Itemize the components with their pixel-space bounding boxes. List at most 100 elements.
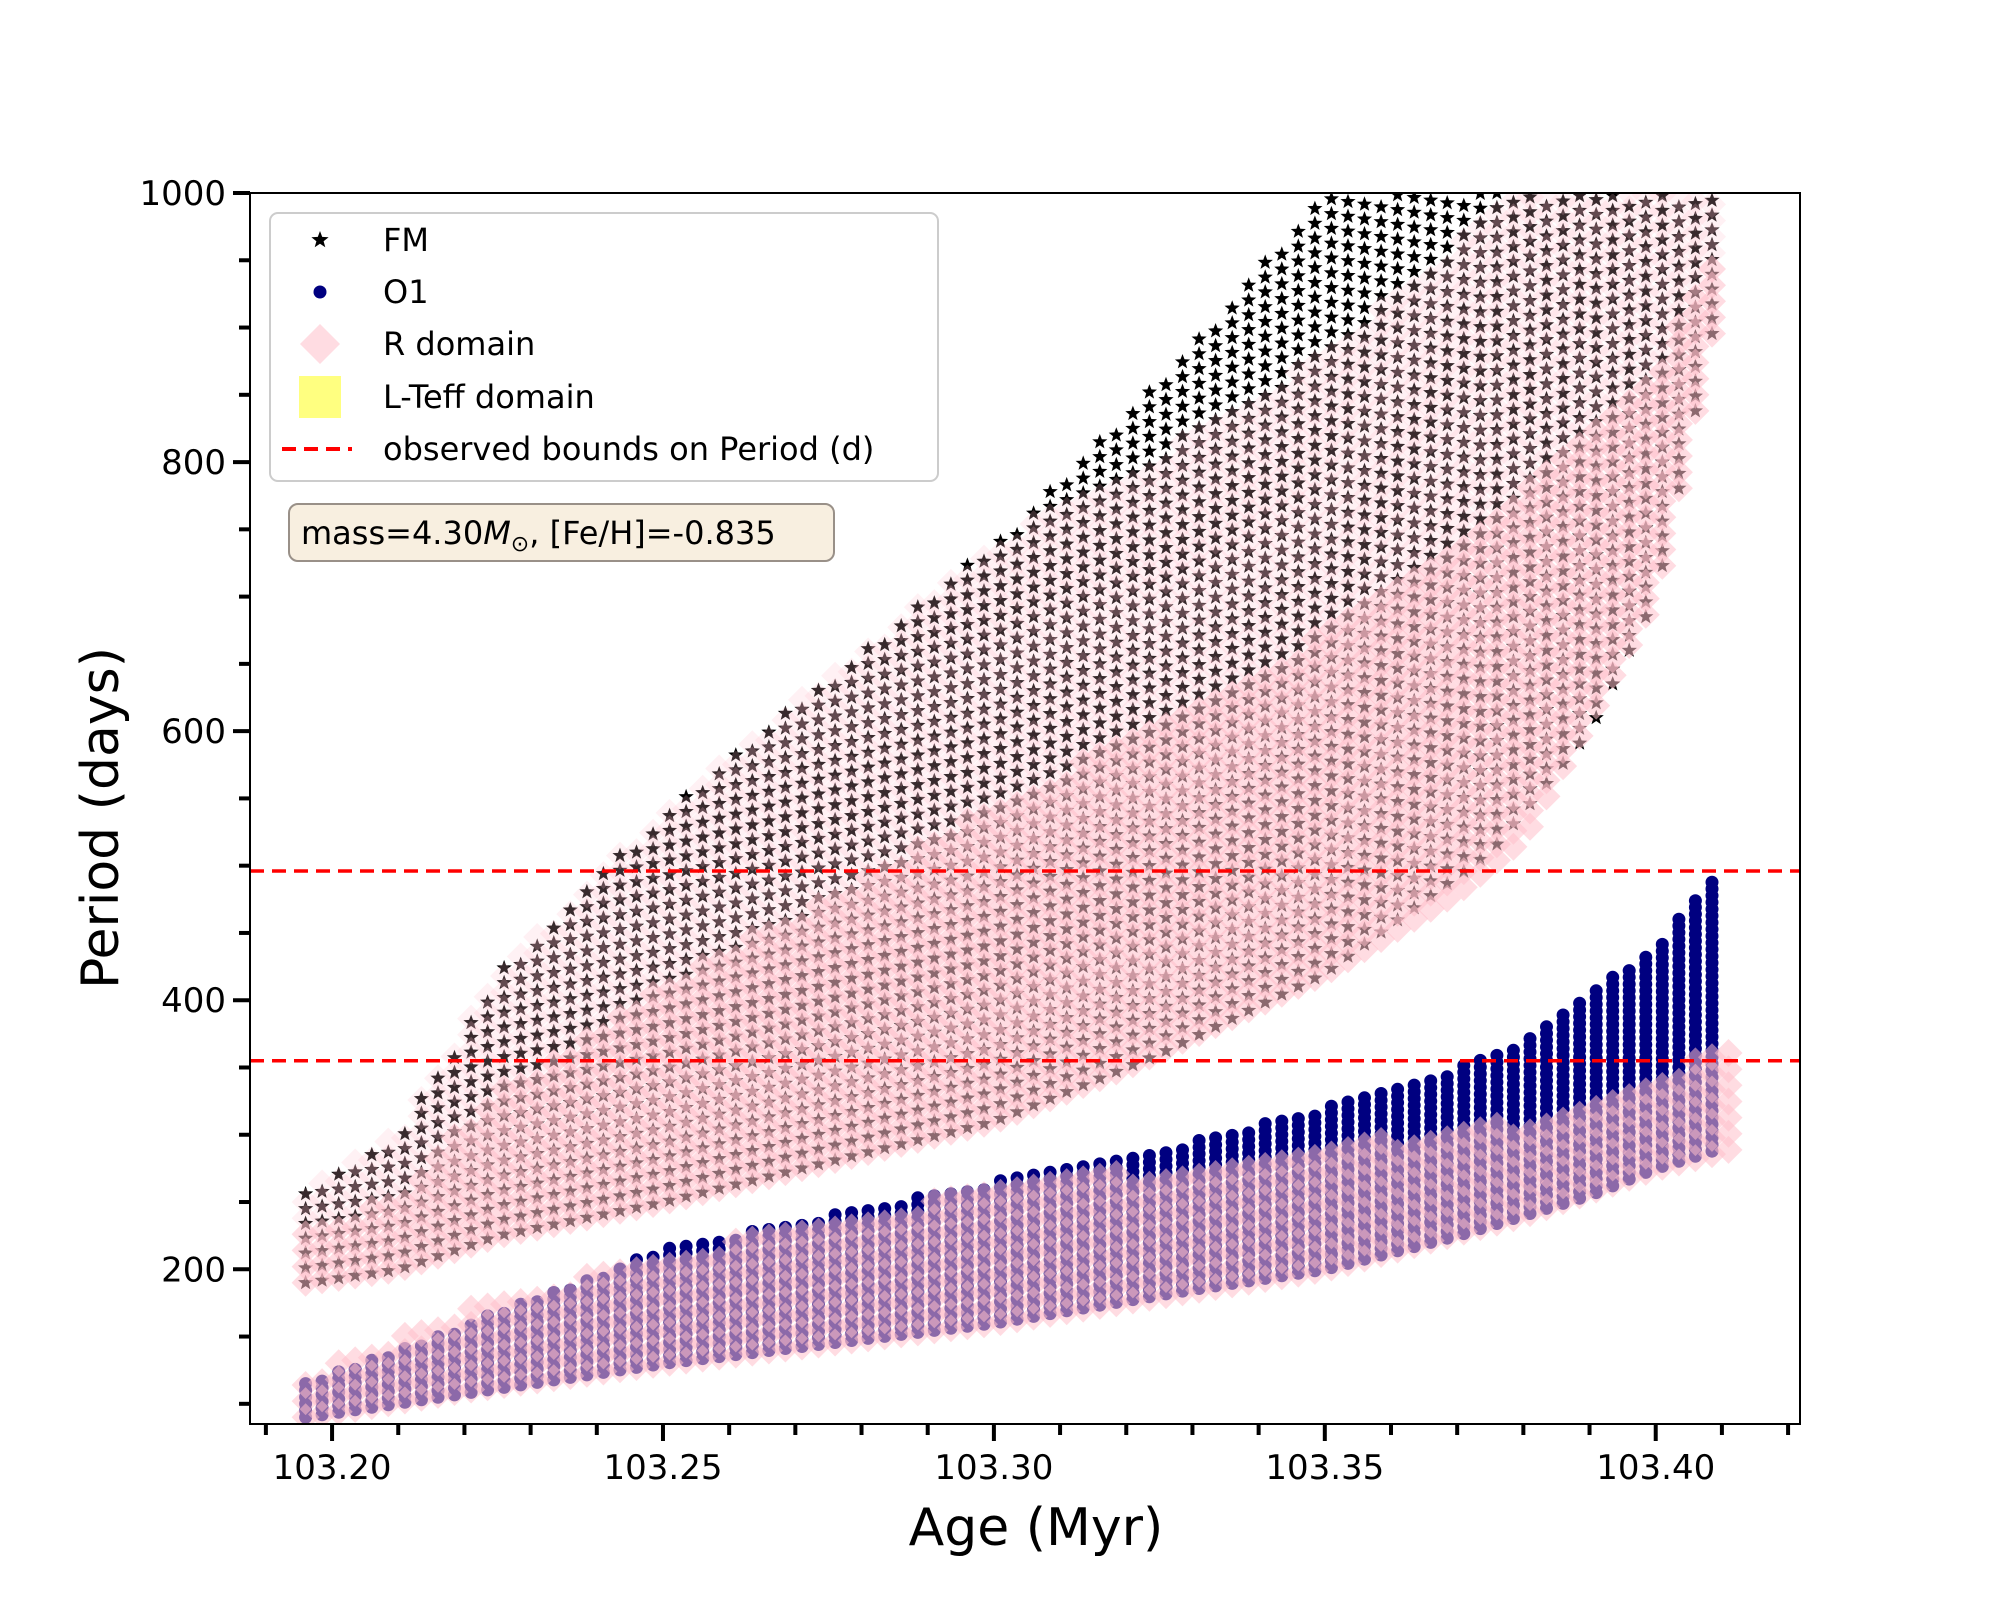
- fm-point: [1257, 313, 1273, 329]
- r-domain-point: [390, 1123, 419, 1152]
- fm-point: [1290, 297, 1306, 312]
- fm-point: [1572, 365, 1588, 380]
- fm-point: [628, 962, 645, 978]
- fm-point: [728, 806, 744, 821]
- fm-point: [1009, 689, 1025, 704]
- r-domain-point: [556, 980, 585, 1009]
- fm-point: [959, 705, 975, 720]
- fm-point: [662, 926, 678, 941]
- fm-point: [1059, 654, 1075, 669]
- fm-point: [1257, 254, 1273, 269]
- fm-point: [777, 720, 793, 735]
- fm-point: [1257, 417, 1273, 432]
- fm-point: [1472, 348, 1488, 363]
- fm-point: [1373, 524, 1389, 539]
- fm-point: [1092, 433, 1108, 449]
- fm-point: [1241, 617, 1257, 633]
- fm-point: [1092, 670, 1108, 686]
- fm-point: [976, 612, 992, 627]
- r-domain-point: [357, 1243, 386, 1271]
- fm-point: [1290, 534, 1306, 549]
- fm-point: [1141, 487, 1157, 503]
- fm-point: [1323, 264, 1339, 280]
- fm-point: [943, 694, 959, 710]
- r-domain-point: [308, 1169, 337, 1198]
- fm-point: [1522, 292, 1538, 308]
- fm-point: [1439, 195, 1455, 210]
- fm-point: [1423, 517, 1439, 533]
- fm-point: [1423, 295, 1439, 311]
- fm-point: [1108, 590, 1124, 605]
- fm-point: [1108, 501, 1124, 516]
- fm-point: [943, 635, 959, 650]
- r-domain-point: [539, 1016, 568, 1045]
- fm-point: [1456, 316, 1472, 331]
- fm-point: [1588, 310, 1604, 325]
- fm-point: [678, 833, 694, 848]
- fm-point: [1125, 450, 1141, 465]
- fm-point: [695, 932, 711, 948]
- r-domain-point: [490, 962, 519, 990]
- fm-point: [1108, 678, 1124, 694]
- fm-point: [1307, 481, 1323, 497]
- fm-point: [1439, 328, 1455, 343]
- r-domain-point: [639, 964, 668, 992]
- o1-point: [894, 1200, 908, 1214]
- fm-point: [1092, 478, 1108, 493]
- fm-point: [827, 737, 843, 753]
- fm-point: [1009, 778, 1025, 793]
- fm-point: [1174, 679, 1191, 694]
- fm-point: [645, 840, 661, 856]
- fm-point: [1439, 505, 1455, 521]
- fm-point: [1356, 225, 1373, 241]
- o1-point: [1506, 1043, 1520, 1057]
- fm-point: [728, 924, 744, 940]
- fm-point: [1026, 727, 1042, 742]
- r-domain-point: [291, 1252, 320, 1281]
- fm-point: [1307, 437, 1323, 452]
- fm-point: [1489, 377, 1505, 392]
- o1-point: [1589, 984, 1603, 998]
- fm-point: [347, 1193, 363, 1208]
- r-domain-point: [440, 1058, 469, 1087]
- fm-point: [1158, 554, 1174, 569]
- fm-point: [959, 646, 975, 661]
- fm-point: [628, 873, 645, 889]
- fm-point: [1141, 398, 1157, 414]
- r-domain-point: [324, 1183, 353, 1212]
- fm-point: [1390, 275, 1406, 291]
- r-domain-point: [539, 984, 568, 1013]
- fm-point: [1406, 411, 1422, 426]
- fm-point: [1472, 451, 1488, 467]
- fm-point: [1423, 325, 1439, 340]
- fm-point: [1340, 267, 1356, 283]
- fm-point: [645, 914, 661, 930]
- fm-point: [728, 791, 744, 806]
- fm-point: [1241, 351, 1257, 366]
- fm-point: [1274, 305, 1290, 320]
- fm-point: [860, 803, 876, 819]
- fm-point: [513, 1060, 529, 1075]
- fm-point: [1390, 423, 1406, 439]
- fm-point: [695, 903, 711, 918]
- fm-point: [1307, 319, 1323, 334]
- fm-point: [1423, 221, 1439, 237]
- fm-point: [711, 780, 727, 796]
- fm-point: [1638, 194, 1654, 209]
- fm-point: [1456, 390, 1472, 405]
- fm-point: [1323, 279, 1339, 295]
- fm-point: [1092, 581, 1108, 597]
- fm-point: [926, 772, 942, 788]
- fm-point: [1009, 733, 1025, 749]
- fm-point: [1174, 694, 1191, 709]
- fm-point: [496, 1063, 512, 1078]
- r-domain-point: [589, 974, 618, 1003]
- fm-point: [1290, 401, 1306, 416]
- fm-point: [1092, 700, 1108, 715]
- fm-point: [546, 935, 562, 950]
- fm-point: [1423, 532, 1439, 548]
- fm-point: [1472, 466, 1488, 482]
- fm-point: [1605, 193, 1621, 203]
- fm-point: [1605, 261, 1621, 277]
- fm-point: [1208, 367, 1224, 382]
